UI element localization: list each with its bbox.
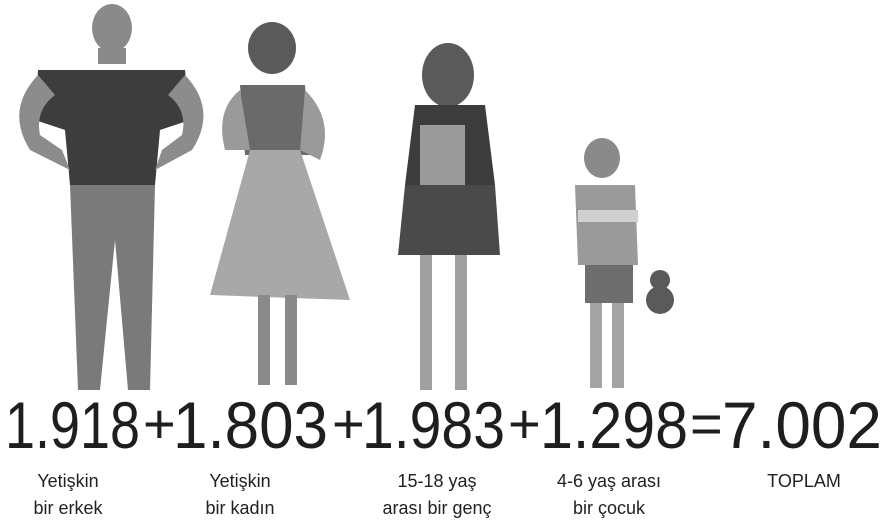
man-figure xyxy=(19,4,203,390)
operator: + xyxy=(143,392,176,455)
value: 1.983 xyxy=(362,388,505,462)
teen-figure xyxy=(398,43,500,390)
total-label: TOPLAM xyxy=(767,471,841,491)
label: Yetişkin xyxy=(37,471,98,491)
label: Yetişkin xyxy=(209,471,270,491)
child-figure xyxy=(575,138,674,388)
value: 1.803 xyxy=(173,388,328,462)
total-value: 7.002 xyxy=(722,388,882,462)
label: arası bir genç xyxy=(382,498,491,518)
label: bir çocuk xyxy=(573,498,646,518)
label: bir erkek xyxy=(33,498,103,518)
infographic: 1.918 + 1.803 + 1.983 + 1.298 = 7.002 Ye… xyxy=(0,0,888,531)
operator: + xyxy=(332,392,365,455)
operator: + xyxy=(508,392,541,455)
label: 15-18 yaş xyxy=(397,471,476,491)
woman-figure xyxy=(210,22,350,385)
value: 1.298 xyxy=(540,388,688,462)
label: bir kadın xyxy=(205,498,274,518)
operator: = xyxy=(690,392,723,455)
value: 1.918 xyxy=(5,388,140,462)
label: 4-6 yaş arası xyxy=(557,471,661,491)
